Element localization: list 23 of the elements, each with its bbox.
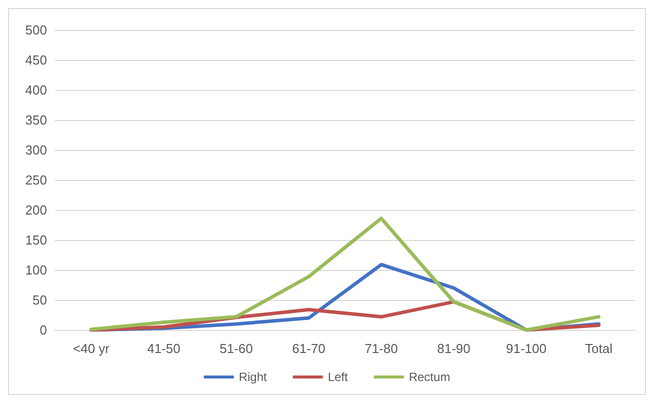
y-tick-label: 200 <box>25 202 47 218</box>
x-tick-label: 51-60 <box>220 341 253 356</box>
y-tick-label: 450 <box>25 52 47 68</box>
x-tick-label: 81-90 <box>437 341 470 356</box>
x-tick-label: 91-100 <box>506 341 546 356</box>
y-tick-label: 100 <box>25 262 47 278</box>
legend-label: Left <box>328 370 349 384</box>
y-tick-label: 250 <box>25 172 47 188</box>
line-series <box>90 216 600 332</box>
x-tick-label: Total <box>585 341 613 356</box>
y-tick-label: 300 <box>25 142 47 158</box>
y-tick-label: 350 <box>25 112 47 128</box>
legend-label: Rectum <box>408 370 450 384</box>
x-tick-label: 61-70 <box>292 341 326 356</box>
y-tick-label: 0 <box>40 322 47 338</box>
legend-label: Right <box>238 370 268 384</box>
x-tick-label: 41-50 <box>147 341 180 356</box>
y-tick-label: 500 <box>25 22 47 38</box>
x-tick-label: 71-80 <box>364 341 398 356</box>
y-tick-label: 150 <box>25 232 47 248</box>
y-tick-label: 50 <box>32 292 47 308</box>
x-tick-label: <40 yr <box>73 341 110 356</box>
y-tick-label: 400 <box>25 82 47 98</box>
